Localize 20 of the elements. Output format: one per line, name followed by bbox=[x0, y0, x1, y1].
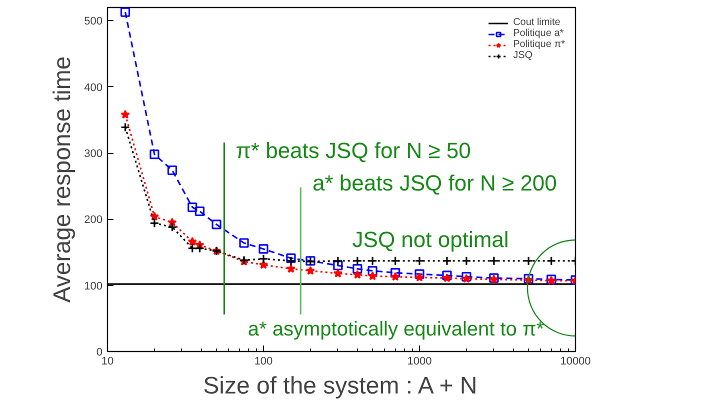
legend-label: Cout limite bbox=[513, 17, 560, 28]
legend-label: JSQ bbox=[513, 50, 534, 61]
y-tick-label: 0 bbox=[96, 346, 103, 358]
legend-label: Politique π* bbox=[513, 39, 565, 50]
y-tick-label: 500 bbox=[84, 16, 103, 28]
x-tick-label: 1000 bbox=[407, 356, 432, 368]
y-axis-title: Average response time bbox=[49, 56, 76, 303]
y-tick-label: 400 bbox=[84, 82, 103, 94]
y-tick-label: 200 bbox=[84, 214, 103, 226]
y-tick-label: 300 bbox=[84, 148, 103, 160]
annotation: a* beats JSQ for N ≥ 200 bbox=[312, 170, 557, 196]
x-tick-label: 100 bbox=[254, 356, 273, 368]
annotation: JSQ not optimal bbox=[352, 227, 509, 252]
x-axis-title: Size of the system : A + N bbox=[203, 372, 478, 400]
annotation: π* beats JSQ for N ≥ 50 bbox=[236, 138, 471, 163]
legend-label: Politique a* bbox=[513, 28, 564, 39]
y-tick-label: 100 bbox=[84, 280, 103, 292]
x-tick-label: 10 bbox=[101, 356, 114, 368]
x-tick-label: 10000 bbox=[560, 356, 591, 368]
annotation: a* asymptotically equivalent to π* bbox=[248, 318, 544, 340]
